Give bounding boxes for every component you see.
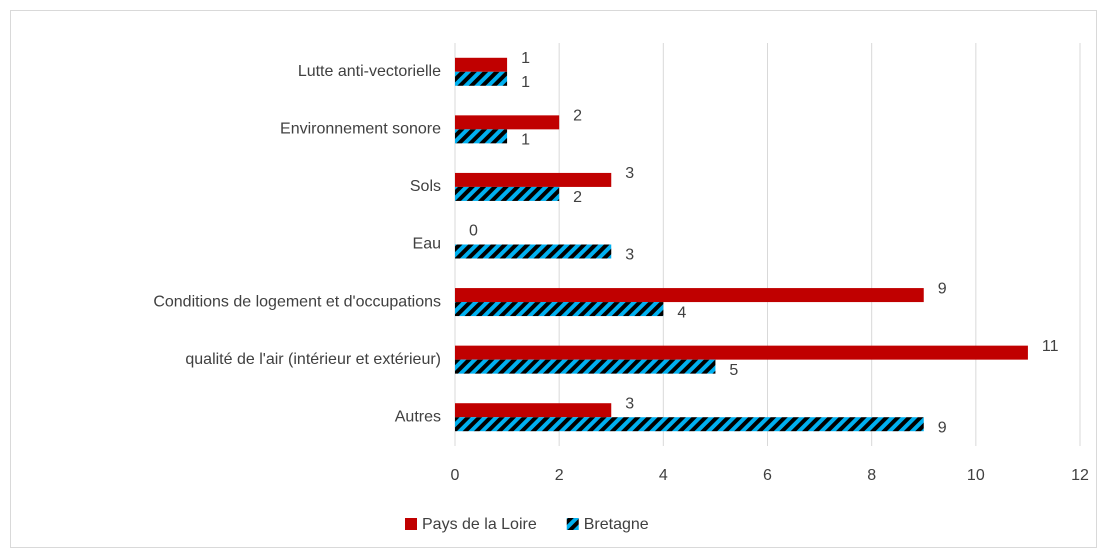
bar [455, 417, 924, 432]
y-tick-label: Sols [410, 178, 441, 195]
data-label: 4 [677, 304, 686, 321]
bar [455, 115, 560, 130]
data-label: 2 [573, 108, 582, 125]
data-label: 3 [625, 395, 634, 412]
bar [455, 244, 612, 259]
bar [455, 288, 924, 303]
x-tick-label: 6 [763, 467, 772, 484]
data-label: 0 [469, 223, 478, 240]
data-label: 9 [938, 419, 947, 436]
bar [455, 302, 664, 317]
bar [455, 172, 612, 187]
x-tick-label: 0 [451, 467, 460, 484]
legend-label: Pays de la Loire [422, 516, 537, 533]
y-tick-label: Eau [413, 236, 441, 253]
bar [455, 345, 1028, 360]
data-label: 11 [1042, 338, 1059, 355]
x-tick-label: 2 [555, 467, 564, 484]
y-tick-label: Environnement sonore [280, 121, 441, 138]
data-label: 1 [521, 74, 530, 91]
y-tick-label: Conditions de logement et d'occupations [153, 293, 441, 310]
x-tick-label: 10 [967, 467, 985, 484]
y-tick-label: qualité de l'air (intérieur et extérieur… [185, 351, 441, 368]
data-label: 5 [729, 362, 738, 379]
bar [455, 186, 560, 201]
legend-swatch [405, 518, 417, 530]
bar [455, 129, 508, 144]
legend-label: Bretagne [584, 516, 649, 533]
data-label: 3 [625, 165, 634, 182]
y-tick-label: Lutte anti-vectorielle [298, 63, 441, 80]
chart-border [10, 10, 1097, 548]
data-label: 9 [938, 280, 947, 297]
bar [455, 359, 716, 374]
data-label: 3 [625, 247, 634, 264]
bar [455, 403, 612, 418]
data-label: 2 [573, 189, 582, 206]
bar [455, 57, 508, 72]
legend-swatch [566, 518, 579, 530]
x-tick-label: 12 [1071, 467, 1089, 484]
bar [455, 71, 508, 86]
x-tick-label: 4 [659, 467, 668, 484]
x-tick-label: 8 [867, 467, 876, 484]
data-label: 1 [521, 50, 530, 67]
data-label: 1 [521, 132, 530, 149]
y-tick-label: Autres [395, 408, 441, 425]
